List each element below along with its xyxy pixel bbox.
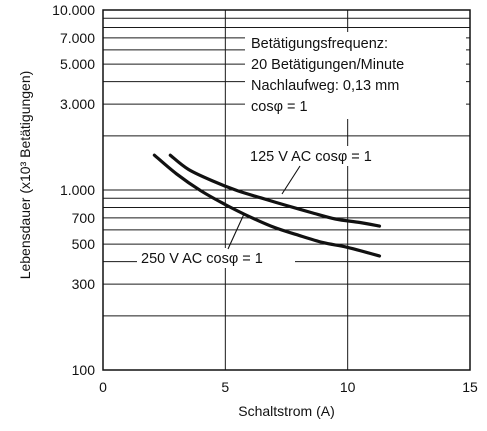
annotation-line-frequency-label: Betätigungsfrequenz:	[251, 36, 388, 52]
x-tick-label-5: 5	[221, 379, 229, 395]
series-label-250v-background	[137, 248, 295, 268]
x-axis-label: Schaltstrom (A)	[238, 403, 334, 419]
data-series	[152, 153, 382, 258]
y-axis-label: Lebensdauer (x10³ Betätigungen)	[17, 71, 33, 280]
annotation-line-overtravel: Nachlaufweg: 0,13 mm	[251, 78, 399, 94]
series-label-250v-leader	[227, 213, 245, 250]
annotation-line-cosphi: cosφ = 1	[251, 99, 308, 115]
y-tick-label-300: 300	[72, 276, 96, 292]
series-line-250v	[152, 153, 382, 258]
series-label-125v: 125 V AC cosφ = 1	[246, 146, 414, 195]
plot-frame	[102, 9, 471, 371]
x-tick-label-15: 15	[462, 379, 478, 395]
y-tick-label-7000: 7.000	[60, 30, 95, 46]
x-tick-label-0: 0	[99, 379, 107, 395]
tick-labels: 0 5 10 15 100 300 500 700 1.000 3.000 5.000 7.000 10…	[52, 2, 478, 395]
y-tick-label-10000: 10.000	[52, 2, 95, 18]
annotation-line-frequency-value: 20 Betätigungen/Minute	[251, 57, 404, 73]
series-label-250v: 250 V AC cosφ = 1	[137, 213, 295, 268]
y-tick-label-700: 700	[72, 210, 96, 226]
y-tick-label-3000: 3.000	[60, 96, 95, 112]
y-tick-label-500: 500	[72, 236, 96, 252]
test-conditions-annotation: Betätigungsfrequenz: 20 Betätigungen/Min…	[245, 32, 466, 119]
series-label-125v-leader	[281, 165, 301, 195]
series-label-125v-background	[246, 146, 414, 166]
y-tick-label-100: 100	[72, 362, 96, 378]
annotation-background	[245, 32, 466, 119]
x-tick-label-10: 10	[340, 379, 356, 395]
y-tick-label-1000: 1.000	[60, 182, 95, 198]
series-label-125v-text: 125 V AC cosφ = 1	[250, 149, 372, 165]
series-line-125v	[168, 153, 382, 228]
y-tick-label-5000: 5.000	[60, 56, 95, 72]
series-label-250v-text: 250 V AC cosφ = 1	[141, 251, 263, 267]
